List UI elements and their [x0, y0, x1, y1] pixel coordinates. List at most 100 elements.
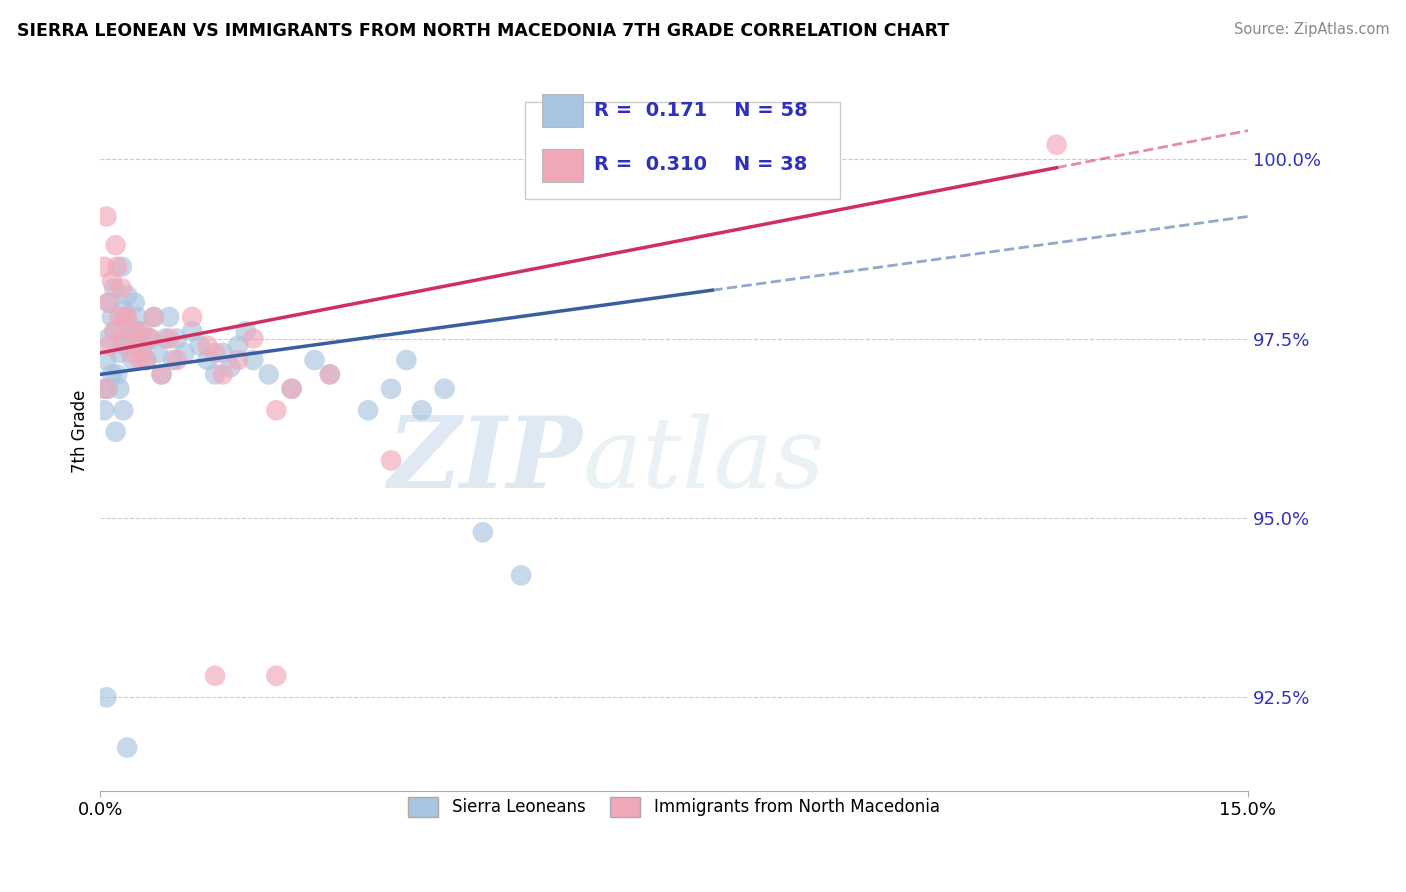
- Point: [105, 368, 128, 382]
- Point: [125, 310, 148, 324]
- Point: [146, 346, 169, 360]
- FancyBboxPatch shape: [543, 149, 583, 182]
- Point: [115, 288, 138, 302]
- Y-axis label: 7th Grade: 7th Grade: [72, 390, 89, 474]
- Point: [97, 382, 120, 396]
- Point: [93, 382, 115, 396]
- Point: [266, 669, 288, 683]
- Point: [131, 339, 153, 353]
- Text: ZIP: ZIP: [387, 412, 582, 508]
- Point: [131, 324, 153, 338]
- Point: [98, 295, 121, 310]
- Point: [98, 339, 121, 353]
- Point: [226, 339, 249, 353]
- Point: [108, 310, 131, 324]
- Point: [197, 353, 219, 368]
- Point: [150, 368, 173, 382]
- Point: [219, 360, 242, 375]
- Point: [135, 353, 157, 368]
- Point: [112, 331, 135, 345]
- Point: [124, 324, 146, 338]
- Point: [211, 368, 233, 382]
- Point: [181, 324, 204, 338]
- Point: [96, 210, 118, 224]
- Text: R =  0.310    N = 38: R = 0.310 N = 38: [593, 154, 807, 174]
- Point: [1045, 137, 1067, 152]
- Point: [357, 403, 380, 417]
- Point: [96, 382, 118, 396]
- Point: [162, 353, 184, 368]
- Point: [121, 353, 143, 368]
- FancyBboxPatch shape: [543, 94, 583, 127]
- Point: [101, 274, 124, 288]
- Point: [111, 281, 134, 295]
- Point: [280, 382, 302, 396]
- Point: [139, 331, 162, 345]
- Point: [380, 382, 402, 396]
- Point: [114, 310, 136, 324]
- Point: [96, 690, 118, 705]
- Point: [115, 740, 138, 755]
- Point: [105, 260, 128, 274]
- Point: [103, 324, 125, 338]
- Point: [319, 368, 342, 382]
- Point: [157, 331, 180, 345]
- Point: [266, 403, 288, 417]
- Point: [235, 324, 257, 338]
- Point: [142, 310, 165, 324]
- Point: [204, 669, 226, 683]
- Point: [173, 346, 195, 360]
- Point: [142, 310, 165, 324]
- Point: [242, 331, 264, 345]
- Text: SIERRA LEONEAN VS IMMIGRANTS FROM NORTH MACEDONIA 7TH GRADE CORRELATION CHART: SIERRA LEONEAN VS IMMIGRANTS FROM NORTH …: [17, 22, 949, 40]
- Point: [118, 317, 141, 331]
- Point: [135, 353, 157, 368]
- Point: [93, 403, 115, 417]
- Point: [411, 403, 433, 417]
- FancyBboxPatch shape: [524, 102, 841, 199]
- Point: [108, 346, 131, 360]
- Point: [124, 295, 146, 310]
- Point: [157, 310, 180, 324]
- Point: [204, 346, 226, 360]
- Point: [120, 331, 142, 345]
- Point: [93, 260, 115, 274]
- Text: R =  0.171    N = 58: R = 0.171 N = 58: [593, 101, 807, 120]
- Point: [188, 339, 211, 353]
- Point: [120, 346, 142, 360]
- Point: [104, 238, 127, 252]
- Point: [112, 302, 135, 317]
- Point: [197, 339, 219, 353]
- Point: [128, 339, 150, 353]
- Point: [115, 310, 138, 324]
- Point: [96, 353, 118, 368]
- Point: [319, 368, 342, 382]
- Point: [101, 310, 124, 324]
- Point: [280, 382, 302, 396]
- Point: [226, 353, 249, 368]
- Point: [304, 353, 326, 368]
- Point: [108, 382, 131, 396]
- Point: [104, 425, 127, 439]
- Point: [166, 353, 188, 368]
- Point: [181, 310, 204, 324]
- Point: [471, 525, 494, 540]
- Point: [211, 346, 233, 360]
- Point: [101, 368, 124, 382]
- Point: [242, 353, 264, 368]
- Text: atlas: atlas: [582, 413, 825, 508]
- Point: [97, 331, 120, 345]
- Point: [128, 324, 150, 338]
- Point: [433, 382, 456, 396]
- Point: [104, 324, 127, 338]
- Point: [510, 568, 533, 582]
- Point: [129, 353, 152, 368]
- Point: [112, 403, 135, 417]
- Point: [150, 368, 173, 382]
- Point: [204, 368, 226, 382]
- Point: [111, 260, 134, 274]
- Point: [257, 368, 280, 382]
- Point: [166, 331, 188, 345]
- Point: [139, 331, 162, 345]
- Point: [395, 353, 418, 368]
